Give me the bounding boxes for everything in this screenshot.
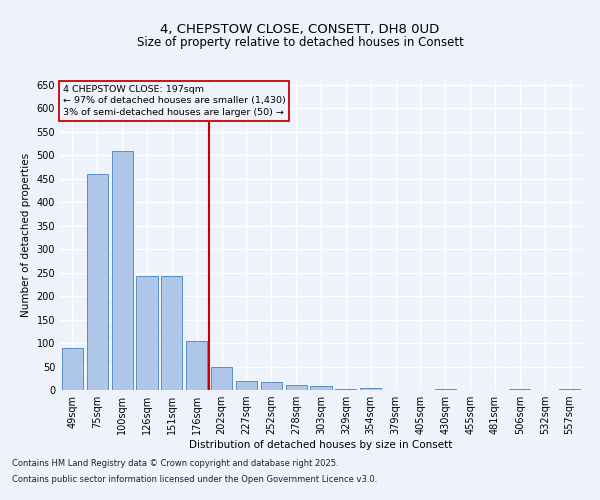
X-axis label: Distribution of detached houses by size in Consett: Distribution of detached houses by size … <box>190 440 452 450</box>
Bar <box>509 388 530 390</box>
Text: Contains public sector information licensed under the Open Government Licence v3: Contains public sector information licen… <box>12 475 377 484</box>
Text: 4 CHEPSTOW CLOSE: 197sqm
← 97% of detached houses are smaller (1,430)
3% of semi: 4 CHEPSTOW CLOSE: 197sqm ← 97% of detach… <box>62 84 286 117</box>
Bar <box>335 389 356 390</box>
Bar <box>112 152 133 390</box>
Bar <box>211 366 232 390</box>
Bar <box>360 388 381 390</box>
Bar <box>136 276 158 390</box>
Y-axis label: Number of detached properties: Number of detached properties <box>21 153 31 317</box>
Bar <box>559 388 580 390</box>
Bar <box>87 174 108 390</box>
Text: 4, CHEPSTOW CLOSE, CONSETT, DH8 0UD: 4, CHEPSTOW CLOSE, CONSETT, DH8 0UD <box>160 22 440 36</box>
Text: Contains HM Land Registry data © Crown copyright and database right 2025.: Contains HM Land Registry data © Crown c… <box>12 458 338 468</box>
Bar <box>62 348 83 390</box>
Bar <box>161 276 182 390</box>
Bar <box>286 385 307 390</box>
Bar <box>236 380 257 390</box>
Text: Size of property relative to detached houses in Consett: Size of property relative to detached ho… <box>137 36 463 49</box>
Bar <box>435 388 456 390</box>
Bar <box>261 382 282 390</box>
Bar <box>310 386 332 390</box>
Bar <box>186 341 207 390</box>
